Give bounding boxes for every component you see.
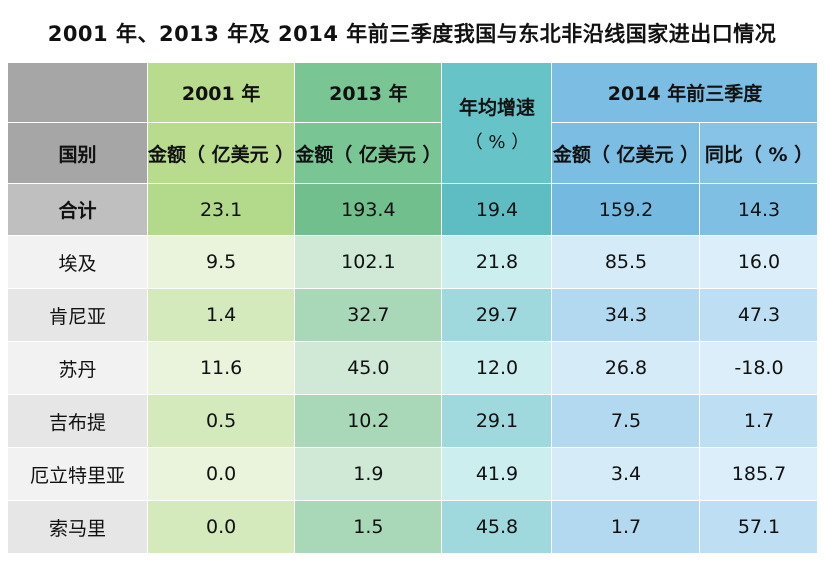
value-2014-cell: 85.5	[551, 235, 701, 289]
table-row: 厄立特里亚 0.0 1.9 41.9 3.4 185.7	[7, 447, 819, 501]
value-2013-cell: 1.5	[294, 500, 443, 554]
header-country: 国别	[7, 122, 148, 184]
value-2001-cell: 1.4	[146, 288, 296, 342]
total-2014: 159.2	[551, 183, 701, 236]
trade-table: 2001 年 2013 年 年均增速 （ % ） 2014 年前三季度 国别 金…	[7, 62, 819, 554]
value-2001-cell: 0.0	[146, 500, 296, 554]
yoy-cell: 1.7	[699, 394, 819, 448]
yoy-cell: -18.0	[699, 341, 819, 395]
total-2001: 23.1	[146, 183, 296, 236]
table-row: 埃及 9.5 102.1 21.8 85.5 16.0	[7, 235, 819, 289]
value-2013-cell: 32.7	[294, 288, 443, 342]
growth-cell: 29.7	[441, 288, 553, 342]
value-2014-cell: 1.7	[551, 500, 701, 554]
country-cell: 厄立特里亚	[7, 447, 148, 501]
country-cell: 索马里	[7, 500, 148, 554]
header-amount-2013: 金额（ 亿美元 ）	[294, 122, 443, 184]
yoy-cell: 16.0	[699, 235, 819, 289]
country-cell: 埃及	[7, 235, 148, 289]
yoy-cell: 57.1	[699, 500, 819, 554]
header-amount-2014: 金额（ 亿美元 ）	[551, 122, 701, 184]
value-2001-cell: 9.5	[146, 235, 296, 289]
value-2013-cell: 10.2	[294, 394, 443, 448]
total-growth: 19.4	[441, 183, 553, 236]
yoy-cell: 185.7	[699, 447, 819, 501]
growth-cell: 21.8	[441, 235, 553, 289]
value-2014-cell: 7.5	[551, 394, 701, 448]
value-2001-cell: 0.5	[146, 394, 296, 448]
total-label: 合计	[7, 183, 148, 236]
country-cell: 吉布提	[7, 394, 148, 448]
value-2001-cell: 11.6	[146, 341, 296, 395]
country-cell: 肯尼亚	[7, 288, 148, 342]
header-blank-cell	[7, 62, 148, 123]
total-yoy: 14.3	[699, 183, 819, 236]
header-growth-unit: （ % ）	[464, 131, 530, 153]
growth-cell: 41.9	[441, 447, 553, 501]
total-2013: 193.4	[294, 183, 443, 236]
value-2013-cell: 1.9	[294, 447, 443, 501]
growth-cell: 29.1	[441, 394, 553, 448]
yoy-cell: 47.3	[699, 288, 819, 342]
growth-cell: 12.0	[441, 341, 553, 395]
header-yoy: 同比（ % ）	[699, 122, 819, 184]
header-2014: 2014 年前三季度	[551, 62, 819, 123]
header-2001: 2001 年	[146, 62, 296, 123]
table-row: 苏丹 11.6 45.0 12.0 26.8 -18.0	[7, 341, 819, 395]
value-2014-cell: 26.8	[551, 341, 701, 395]
country-cell: 苏丹	[7, 341, 148, 395]
growth-cell: 45.8	[441, 500, 553, 554]
value-2001-cell: 0.0	[146, 447, 296, 501]
value-2013-cell: 102.1	[294, 235, 443, 289]
header-amount-2001: 金额（ 亿美元 ）	[146, 122, 296, 184]
header-growth-label: 年均增速	[458, 96, 535, 119]
header-2013: 2013 年	[294, 62, 443, 123]
value-2013-cell: 45.0	[294, 341, 443, 395]
total-row: 合计 23.1 193.4 19.4 159.2 14.3	[7, 183, 819, 236]
table-row: 吉布提 0.5 10.2 29.1 7.5 1.7	[7, 394, 819, 448]
page-title: 2001 年、2013 年及 2014 年前三季度我国与东北非沿线国家进出口情况	[47, 22, 777, 46]
value-2014-cell: 34.3	[551, 288, 701, 342]
value-2014-cell: 3.4	[551, 447, 701, 501]
table-row: 索马里 0.0 1.5 45.8 1.7 57.1	[7, 500, 819, 554]
header-growth: 年均增速 （ % ）	[441, 62, 553, 184]
table-row: 肯尼亚 1.4 32.7 29.7 34.3 47.3	[7, 288, 819, 342]
